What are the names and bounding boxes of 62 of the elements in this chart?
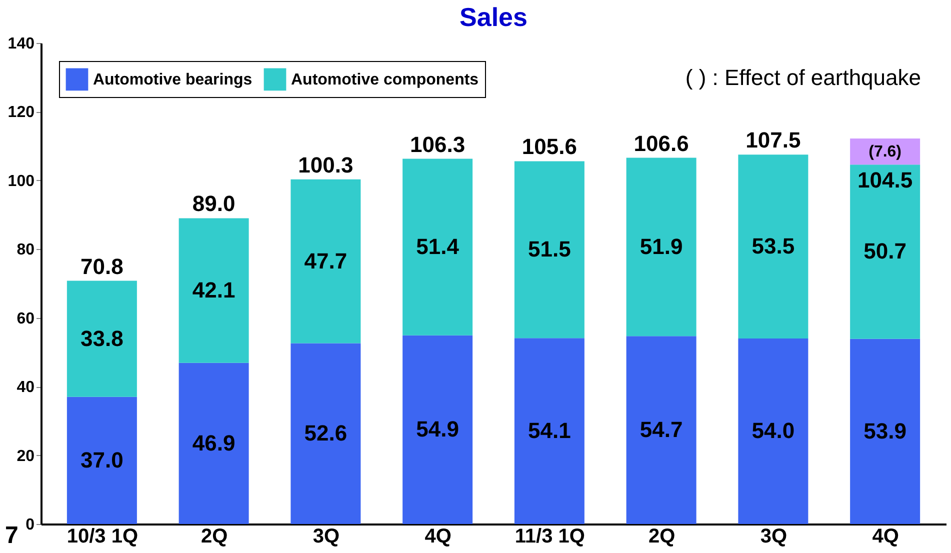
total-label: 107.5: [746, 128, 801, 153]
data-label: (7.6): [868, 144, 902, 161]
x-tick-label: 4Q: [424, 526, 452, 548]
bar: [514, 161, 584, 338]
data-label: 52.6: [304, 420, 348, 446]
data-label: 46.9: [192, 430, 236, 456]
data-label: 50.7: [864, 238, 906, 264]
total-label: 70.8: [80, 254, 124, 279]
total-label: 89.0: [192, 191, 236, 216]
data-label: 53.9: [864, 418, 906, 444]
data-label: 53.5: [752, 234, 795, 259]
text: 7: [5, 522, 18, 549]
y-tick-label: 60: [16, 310, 35, 328]
data-label: 33.8: [80, 326, 124, 351]
legend-label: Automotive components: [291, 71, 479, 88]
data-label: 54.7: [640, 417, 683, 442]
data-label: 42.1: [192, 278, 236, 303]
x-tick-label: 10/3 1Q: [66, 526, 138, 548]
bar: [178, 362, 249, 524]
y-tick-label: 40: [16, 379, 35, 396]
y-tick-label: 20: [16, 448, 35, 465]
data-label: 54.9: [416, 416, 459, 442]
data-label: 37.0: [80, 447, 124, 472]
y-tick-label: 120: [8, 104, 35, 122]
y-tick-label: 0: [26, 516, 35, 534]
total-label: 106.3: [410, 132, 466, 157]
bar: [626, 158, 696, 336]
bar: [626, 336, 696, 524]
y-tick-label: 100: [8, 172, 35, 190]
bar: [738, 154, 808, 338]
bar: [402, 335, 473, 524]
bar: [178, 218, 249, 363]
data-label: 51.5: [528, 236, 571, 262]
x-tick-label: 2Q: [200, 526, 228, 548]
bar: [290, 179, 361, 344]
x-tick-label: 3Q: [760, 526, 788, 548]
bar: [850, 338, 920, 524]
annotation: ( ) : Effect of earthquake: [685, 65, 921, 90]
bar: [66, 280, 137, 397]
data-label: 51.9: [640, 234, 683, 259]
total-label: 100.3: [298, 152, 354, 178]
bar: [850, 164, 920, 339]
data-label: 54.0: [752, 418, 795, 444]
data-label: 47.7: [304, 248, 348, 274]
y-tick-label: 140: [8, 36, 35, 52]
data-label: 51.4: [416, 234, 460, 260]
total-label: 105.6: [522, 134, 577, 160]
x-tick-label: 2Q: [648, 526, 676, 548]
annotation: 104.5: [858, 168, 913, 193]
x-tick-label: 4Q: [872, 526, 899, 548]
total-label: 106.6: [634, 130, 689, 156]
y-tick-label: 80: [16, 242, 35, 259]
x-tick-label: 11/3 1Q: [514, 526, 585, 548]
bar: [514, 338, 584, 524]
bar: [738, 338, 808, 524]
legend-label: Automotive bearings: [93, 71, 252, 88]
bar: [402, 158, 473, 336]
chart-title: Sales: [460, 2, 528, 32]
bar: [66, 396, 137, 524]
data-label: 54.1: [528, 418, 571, 444]
x-tick-label: 3Q: [312, 526, 340, 548]
bar: [290, 343, 361, 524]
